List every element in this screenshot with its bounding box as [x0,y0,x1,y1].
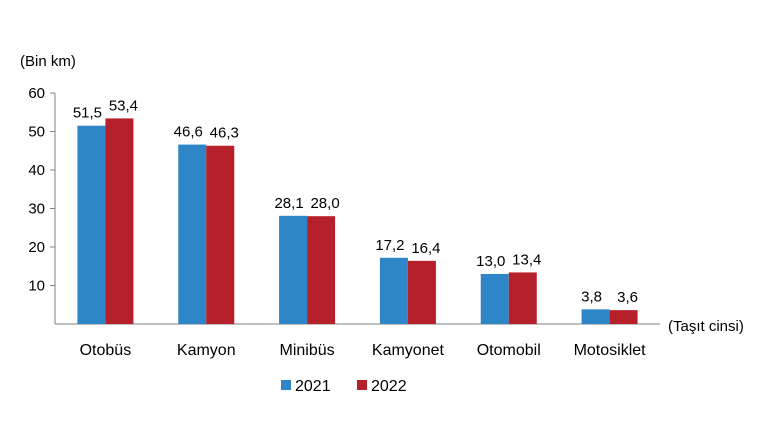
y-tick-label: 10 [28,278,45,295]
data-label-2021-4: 13,0 [476,253,505,270]
bar-2022-5 [609,310,638,324]
bars [77,118,638,324]
data-labels: 51,5 53,4 46,6 46,3 28,1 28,0 17,2 16,4 13,0 13,4… [73,97,638,306]
axes [54,93,660,325]
category-label: Minibüs [280,342,335,359]
bar-2021-2 [279,215,308,324]
bar-2021-4 [480,273,509,324]
data-label-2022-0: 53,4 [109,97,138,114]
category-label: Otomobil [477,342,541,359]
bar-2021-0 [77,125,106,324]
y-tick-label: 30 [28,201,45,218]
legend-label-2021: 2021 [295,378,331,395]
x-axis-categories: Otobüs Kamyon Minibüs Kamyonet Otomobil Motos… [80,342,647,359]
data-label-2022-4: 13,4 [512,251,541,268]
data-label-2022-1: 46,3 [210,125,239,142]
y-tick-label: 50 [28,124,45,141]
data-label-2021-1: 46,6 [174,124,203,141]
legend: 2021 2022 [281,378,407,395]
bar-2021-5 [581,309,610,324]
data-label-2022-5: 3,6 [617,289,638,306]
bar-2022-3 [407,260,436,324]
y-axis-ticks: 10 20 30 40 50 60 [28,85,55,295]
legend-label-2022: 2022 [371,378,407,395]
legend-swatch-2021 [281,380,291,390]
y-tick-label: 60 [28,85,45,102]
category-label: Kamyonet [372,342,445,359]
y-tick-label: 40 [28,162,45,179]
bar-2021-1 [178,144,207,324]
legend-swatch-2022 [357,380,367,390]
category-label: Kamyon [177,342,236,359]
data-label-2021-2: 28,1 [274,195,303,212]
data-label-2021-5: 3,8 [581,288,602,305]
y-tick-label: 20 [28,239,45,256]
x-axis-label: (Taşıt cinsi) [668,318,744,335]
data-label-2021-3: 17,2 [375,237,404,254]
bar-2022-4 [508,272,537,324]
category-label: Otobüs [80,342,132,359]
bar-2022-2 [307,216,336,324]
category-label: Motosiklet [574,342,647,359]
data-label-2022-3: 16,4 [411,240,440,257]
bar-2022-1 [206,145,235,324]
data-label-2022-2: 28,0 [310,195,339,212]
data-label-2021-0: 51,5 [73,105,102,122]
y-axis-label: (Bin km) [20,53,76,70]
bar-2022-0 [105,118,134,324]
bar-2021-3 [379,257,408,324]
